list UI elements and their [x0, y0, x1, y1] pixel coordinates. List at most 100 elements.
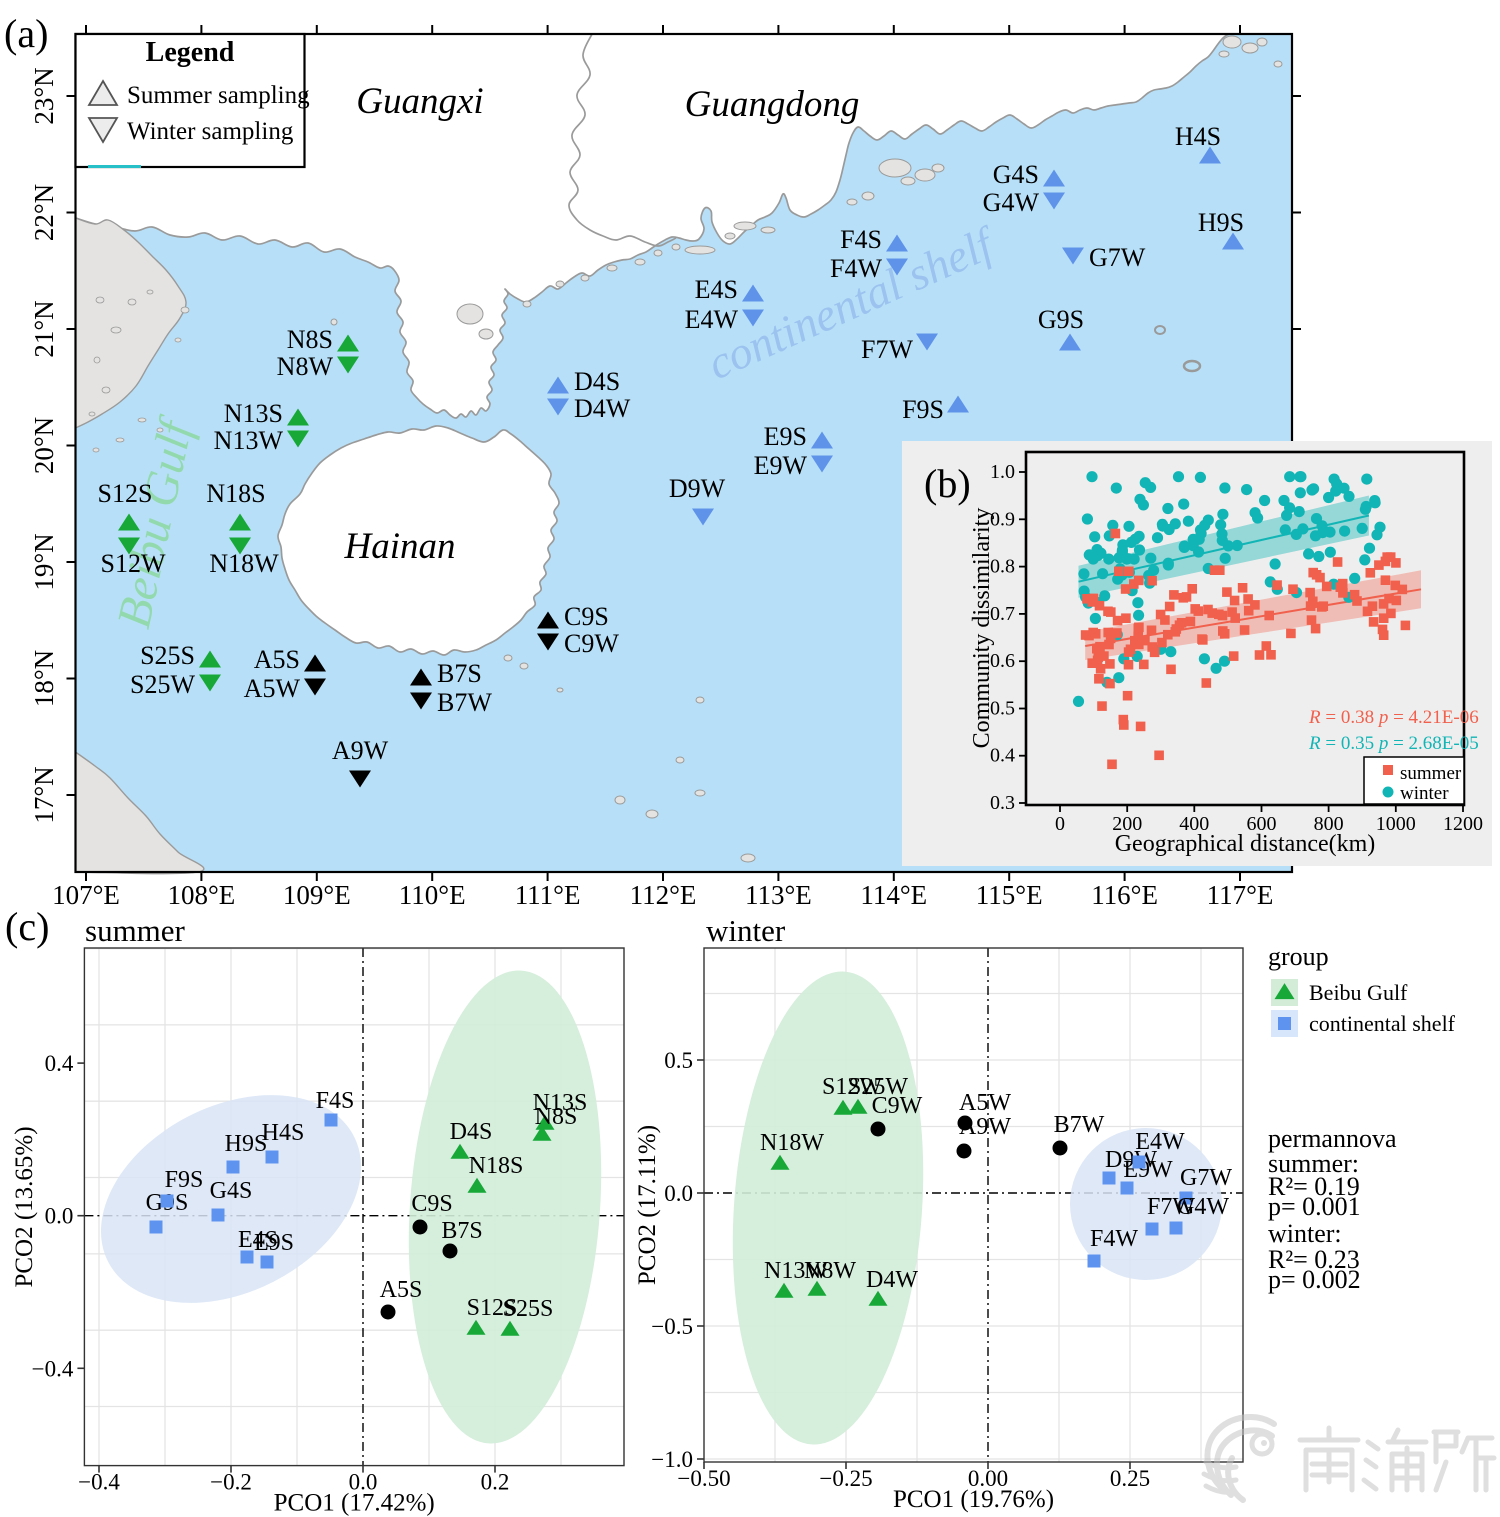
svg-text:E4S: E4S [238, 1227, 278, 1253]
svg-text:0.3: 0.3 [990, 792, 1015, 814]
svg-text:N13S: N13S [533, 1090, 588, 1116]
svg-text:0.25: 0.25 [1110, 1466, 1150, 1491]
svg-text:(b): (b) [924, 461, 971, 506]
svg-text:R = 0.35 p = 2.68E-05: R = 0.35 p = 2.68E-05 [1308, 733, 1479, 754]
svg-text:E4W: E4W [1135, 1129, 1185, 1155]
svg-text:Summer sampling: Summer sampling [127, 82, 310, 109]
svg-text:G4W: G4W [983, 188, 1040, 217]
svg-text:H9S: H9S [1198, 208, 1244, 237]
svg-text:115°E: 115°E [976, 880, 1043, 910]
svg-text:A9W: A9W [959, 1114, 1011, 1140]
svg-text:0.4: 0.4 [990, 745, 1015, 767]
svg-text:23°N: 23°N [29, 67, 59, 124]
svg-text:H9S: H9S [225, 1131, 268, 1157]
svg-text:D4W: D4W [574, 394, 631, 423]
svg-text:A5S: A5S [380, 1277, 423, 1303]
svg-text:group: group [1268, 942, 1329, 971]
svg-text:E4W: E4W [685, 305, 739, 334]
svg-text:Community dissimilarity: Community dissimilarity [969, 508, 995, 749]
svg-text:E9W: E9W [754, 451, 808, 480]
svg-text:110°E: 110°E [399, 880, 466, 910]
svg-text:p= 0.002: p= 0.002 [1268, 1265, 1361, 1294]
svg-text:A5W: A5W [959, 1090, 1011, 1116]
svg-text:winter: winter [1400, 783, 1449, 804]
svg-text:Geographical distance(km): Geographical distance(km) [1115, 831, 1376, 857]
svg-text:Guangxi: Guangxi [356, 81, 483, 122]
svg-text:S12S: S12S [467, 1295, 518, 1321]
svg-text:G4W: G4W [1177, 1194, 1229, 1220]
svg-text:C9W: C9W [872, 1093, 923, 1119]
svg-text:0.0: 0.0 [664, 1181, 693, 1206]
svg-text:S25S: S25S [140, 641, 195, 670]
svg-text:summer: summer [85, 913, 186, 948]
svg-text:R²= 0.23: R²= 0.23 [1268, 1245, 1360, 1274]
svg-text:Hainan: Hainan [344, 526, 456, 567]
svg-text:A5S: A5S [254, 645, 300, 674]
svg-text:F9S: F9S [902, 395, 944, 424]
svg-text:108°E: 108°E [168, 880, 236, 910]
svg-text:E9S: E9S [254, 1230, 294, 1256]
svg-text:B7W: B7W [1054, 1112, 1105, 1138]
svg-text:G9S: G9S [1038, 305, 1084, 334]
svg-text:0.4: 0.4 [45, 1051, 74, 1076]
svg-text:1000: 1000 [1376, 813, 1416, 835]
svg-text:PCO1 (17.42%): PCO1 (17.42%) [274, 1490, 435, 1517]
svg-text:F9S: F9S [165, 1167, 204, 1193]
svg-text:1200: 1200 [1443, 813, 1483, 835]
svg-text:D9W: D9W [1105, 1147, 1157, 1173]
svg-text:p= 0.001: p= 0.001 [1268, 1192, 1361, 1221]
svg-text:C9W: C9W [564, 629, 619, 658]
svg-text:22°N: 22°N [29, 184, 59, 241]
svg-text:Winter sampling: Winter sampling [127, 118, 294, 145]
svg-text:0.5: 0.5 [664, 1048, 693, 1073]
svg-text:A9W: A9W [332, 736, 389, 765]
svg-text:winter: winter [706, 913, 786, 948]
svg-text:0.0: 0.0 [45, 1204, 74, 1229]
svg-text:−0.25: −0.25 [819, 1466, 872, 1491]
svg-text:Guangdong: Guangdong [685, 84, 860, 125]
svg-text:S12W: S12W [822, 1074, 882, 1100]
svg-text:S25W: S25W [130, 670, 195, 699]
svg-text:−0.4: −0.4 [32, 1356, 74, 1381]
svg-text:summer:: summer: [1268, 1149, 1359, 1178]
svg-text:400: 400 [1179, 813, 1209, 835]
svg-text:N13W: N13W [214, 426, 284, 455]
svg-text:112°E: 112°E [630, 880, 697, 910]
svg-text:B7S: B7S [441, 1218, 482, 1244]
svg-text:A5W: A5W [244, 674, 301, 703]
svg-text:G4S: G4S [993, 160, 1039, 189]
svg-text:Beibu Gulf: Beibu Gulf [1309, 980, 1408, 1005]
svg-text:N18S: N18S [206, 479, 265, 508]
svg-text:600: 600 [1247, 813, 1277, 835]
svg-text:21°N: 21°N [29, 300, 59, 357]
svg-text:(a): (a) [4, 11, 48, 56]
svg-text:C9S: C9S [564, 602, 609, 631]
svg-text:20°N: 20°N [29, 417, 59, 474]
svg-text:Legend: Legend [146, 37, 235, 68]
svg-text:H4S: H4S [262, 1120, 305, 1146]
svg-text:−0.50: −0.50 [677, 1466, 730, 1491]
svg-text:0.00: 0.00 [968, 1466, 1008, 1491]
svg-text:E9S: E9S [764, 422, 807, 451]
svg-text:0: 0 [1055, 813, 1065, 835]
svg-text:200: 200 [1112, 813, 1142, 835]
svg-text:R = 0.38 p = 4.21E-06: R = 0.38 p = 4.21E-06 [1308, 707, 1479, 728]
svg-text:(c): (c) [5, 904, 49, 949]
svg-text:N18S: N18S [469, 1153, 524, 1179]
svg-text:117°E: 117°E [1207, 880, 1274, 910]
svg-text:−0.4: −0.4 [78, 1470, 120, 1495]
svg-text:B7W: B7W [437, 688, 492, 717]
svg-text:N18W: N18W [760, 1130, 824, 1156]
svg-text:0.9: 0.9 [990, 508, 1015, 530]
svg-text:winter:: winter: [1268, 1219, 1342, 1248]
svg-text:0.2: 0.2 [481, 1470, 510, 1495]
svg-text:0.0: 0.0 [349, 1470, 378, 1495]
svg-text:−1.0: −1.0 [651, 1447, 693, 1472]
svg-text:B7S: B7S [437, 659, 482, 688]
svg-text:N13W: N13W [764, 1258, 828, 1284]
svg-text:113°E: 113°E [745, 880, 812, 910]
svg-text:S25S: S25S [503, 1296, 554, 1322]
svg-text:F4S: F4S [316, 1088, 355, 1114]
svg-text:PCO2 (17.11%): PCO2 (17.11%) [634, 1125, 661, 1285]
svg-text:19°N: 19°N [29, 533, 59, 590]
